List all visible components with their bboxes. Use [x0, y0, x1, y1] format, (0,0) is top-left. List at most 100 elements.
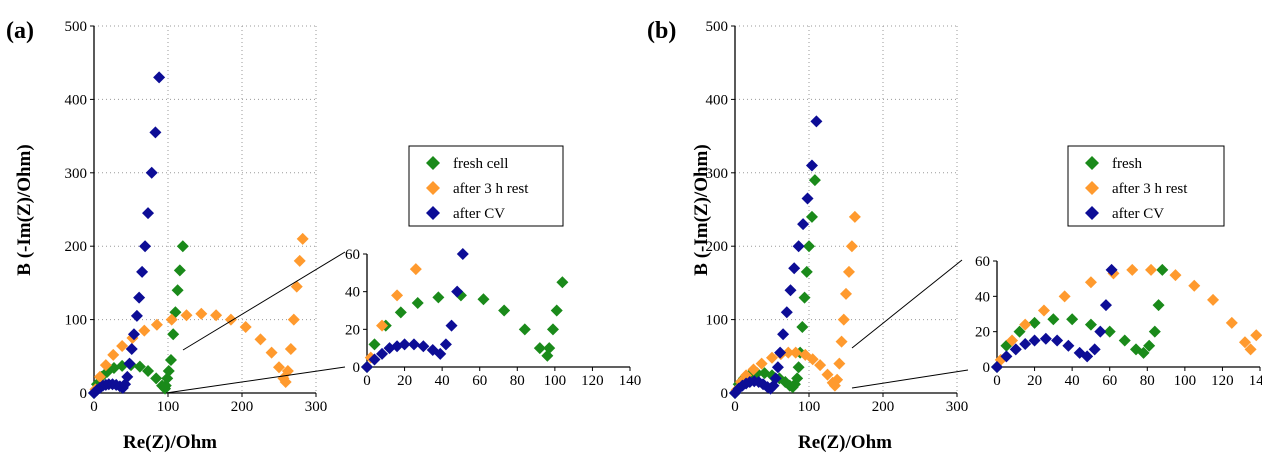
panel-b-zoom-line-upper	[851, 259, 963, 349]
panel-b-main-x-tick-label-3: 300	[946, 399, 969, 415]
panel-b-inset-series-2-point-12	[1099, 299, 1112, 312]
panel-b-main-series-2-point-14	[777, 328, 790, 341]
panel-a-zoom-line-upper	[182, 251, 346, 351]
panel-b-main-series-0-point-12	[791, 372, 804, 385]
panel-b-inset-series-2-point-13	[1105, 263, 1118, 276]
panel-b-inset-series-0-point-13	[1152, 299, 1165, 312]
panel-a-inset-x-tick-label-5: 100	[544, 373, 567, 389]
panel-a-x-axis-title: Re(Z)/Ohm	[123, 432, 217, 453]
panel-b-inset-series-1-point-7	[1126, 263, 1139, 276]
panel-a-inset-series-2-point-10	[439, 338, 452, 351]
panel-b-main-series-1-point-3	[747, 363, 760, 376]
panel-b-main-series-2-point-18	[792, 240, 805, 253]
panel-a-main-series-1-point-2	[99, 359, 112, 372]
panel-a-main-series-1-point-3	[107, 348, 120, 361]
panel-a-main-series-0-point-9	[150, 372, 163, 385]
panel-b-main-y-tick-label-3: 300	[706, 166, 729, 182]
panel-b-inset-x-tick-label-3: 60	[1102, 373, 1117, 389]
panel-b-main-series-1-point-19	[840, 287, 852, 300]
panel-a-main-series-2-point-11	[121, 370, 134, 383]
panel-a-inset-series-2-point-9	[434, 347, 447, 360]
panel-a-main-series-1-point-7	[150, 318, 163, 331]
panel-b-legend-label-1: after 3 h rest	[1112, 181, 1188, 197]
panel-a-inset-x-tick-label-4: 80	[510, 373, 525, 389]
panel-a-main-series-2-point-20	[145, 166, 158, 179]
panel-b-inset-series-2-point-3	[1019, 338, 1032, 351]
panel-a-inset-series-2-point-5	[398, 338, 411, 351]
panel-a-inset-y-tick-label-1: 20	[345, 322, 360, 338]
panel-b-x-axis-title: Re(Z)/Ohm	[798, 432, 892, 453]
panel-a-main-series-2-point-21	[149, 126, 162, 139]
panel-a-main-y-tick-label-2: 200	[65, 239, 88, 255]
panel-b-legend-label-2: after CV	[1112, 206, 1164, 222]
panel-b-inset-series-1-point-1	[1006, 334, 1019, 347]
panel-a-main-series-2-point-15	[130, 309, 143, 322]
panel-b-legend-marker-2	[1085, 206, 1099, 220]
panel-b-main-y-tick-label-4: 400	[706, 92, 729, 108]
panel-b-main-series-1-point-10	[806, 353, 819, 366]
panel-b-main-series-2-point-15	[780, 306, 793, 319]
panel-a-main-x-tick-label-3: 300	[305, 399, 328, 415]
panel-b-main-series-1-point-8	[789, 346, 802, 359]
panel-b-main-series-2-point-22	[810, 115, 823, 128]
panel-a-inset-series-0-point-7	[477, 293, 490, 306]
panel-b-inset-x-tick-label-4: 80	[1140, 373, 1155, 389]
panel-a-main-x-tick-label-2: 200	[231, 399, 254, 415]
panel-b-main-series-0-point-18	[803, 240, 815, 253]
panel-a-inset-series-2-point-1	[368, 353, 381, 366]
panel-a: (a) Re(Z)/Ohm B (-Im(Z)/Ohm) 0 100 200 3000…	[6, 18, 641, 453]
panel-b-inset-series-1-point-12	[1225, 316, 1238, 329]
panel-a-inset-series-0-point-5	[432, 291, 445, 304]
panel-a-inset-y-tick-label-3: 60	[345, 247, 360, 263]
panel-b-main-series-2-point-17	[788, 262, 801, 275]
panel-a-main-series-1-point-23	[293, 254, 306, 267]
panel-b-inset-series-1-point-3	[1037, 304, 1050, 317]
panel-b-inset-y-tick-label-0: 0	[983, 360, 991, 376]
panel-b-label: (b)	[647, 18, 676, 44]
panel-a-legend-label-1: after 3 h rest	[453, 181, 529, 197]
panel-b-legend: fresh after 3 h rest after CV	[1067, 145, 1225, 227]
panel-a-main-y-tick-label-0: 0	[80, 386, 88, 402]
panel-a-main-series-0-point-8	[142, 364, 155, 377]
panel-b-main-y-tick-label-0: 0	[721, 386, 729, 402]
panel-b-inset-series-2-point-2	[1009, 343, 1022, 356]
panel-b-main-series-1-point-15	[831, 373, 844, 386]
panel-b-zoom-line-lower	[851, 369, 969, 389]
panel-a-main-series-2-point-17	[136, 265, 149, 278]
panel-b-inset-series-0-point-7	[1103, 325, 1116, 338]
panel-a-main-series-1-point-21	[287, 313, 300, 326]
panel-b-main-y-tick-label-5: 500	[706, 19, 729, 35]
panel-b-inset-series-2-point-11	[1094, 325, 1107, 338]
panel-b-inset-series-1-point-13	[1238, 336, 1251, 349]
panel-b-main-series-1-point-7	[782, 346, 795, 359]
panel-a-inset-series-0-point-12	[543, 342, 556, 355]
panel-a-main-series-2-point-22	[153, 71, 166, 84]
panel-b-legend-marker-0	[1085, 156, 1099, 170]
panel-a-main-series-0-point-7	[133, 360, 146, 373]
panel-a-main-series-1-point-16	[273, 361, 285, 374]
panel-a-main-x-tick-label-0: 0	[90, 399, 98, 415]
panel-a-inset-x-tick-label-3: 60	[472, 373, 487, 389]
panel-b-inset-series-1-point-15	[1250, 329, 1262, 342]
panel-a-legend-label-0: fresh cell	[453, 156, 508, 172]
panel-b-legend-marker-1	[1085, 181, 1099, 195]
panel-a-main-series-0-point-14	[162, 364, 175, 377]
panel-a-main-series-1-point-15	[265, 346, 278, 359]
panel-a-inset-series-0-point-13	[546, 323, 559, 336]
panel-b-inset-series-1-point-9	[1169, 269, 1182, 282]
panel-b-y-axis-title: B (-Im(Z)/Ohm)	[691, 144, 712, 275]
panel-a-inset-series-0-point-9	[518, 323, 531, 336]
panel-a-legend-marker-0	[426, 156, 440, 170]
panel-a-main-series-1-point-19	[281, 364, 294, 377]
panel-b-inset-x-tick-label-5: 100	[1174, 373, 1197, 389]
panel-b-inset-series-0-point-12	[1148, 325, 1161, 338]
panel-a-inset-plot: 0 20 40 60 80 100 120 140 0 20 40 60	[345, 247, 641, 389]
panel-a-inset-series-0-point-8	[498, 304, 511, 317]
panel-a-inset-x-tick-label-7: 140	[619, 373, 642, 389]
panel-a-main-series-1-point-6	[138, 324, 151, 337]
panel-b-inset-series-2-point-10	[1088, 343, 1101, 356]
panel-a-main-series-0-point-15	[164, 353, 177, 366]
panel-b-main-x-tick-label-2: 200	[872, 399, 895, 415]
panel-a-inset-series-2-point-6	[407, 338, 420, 351]
